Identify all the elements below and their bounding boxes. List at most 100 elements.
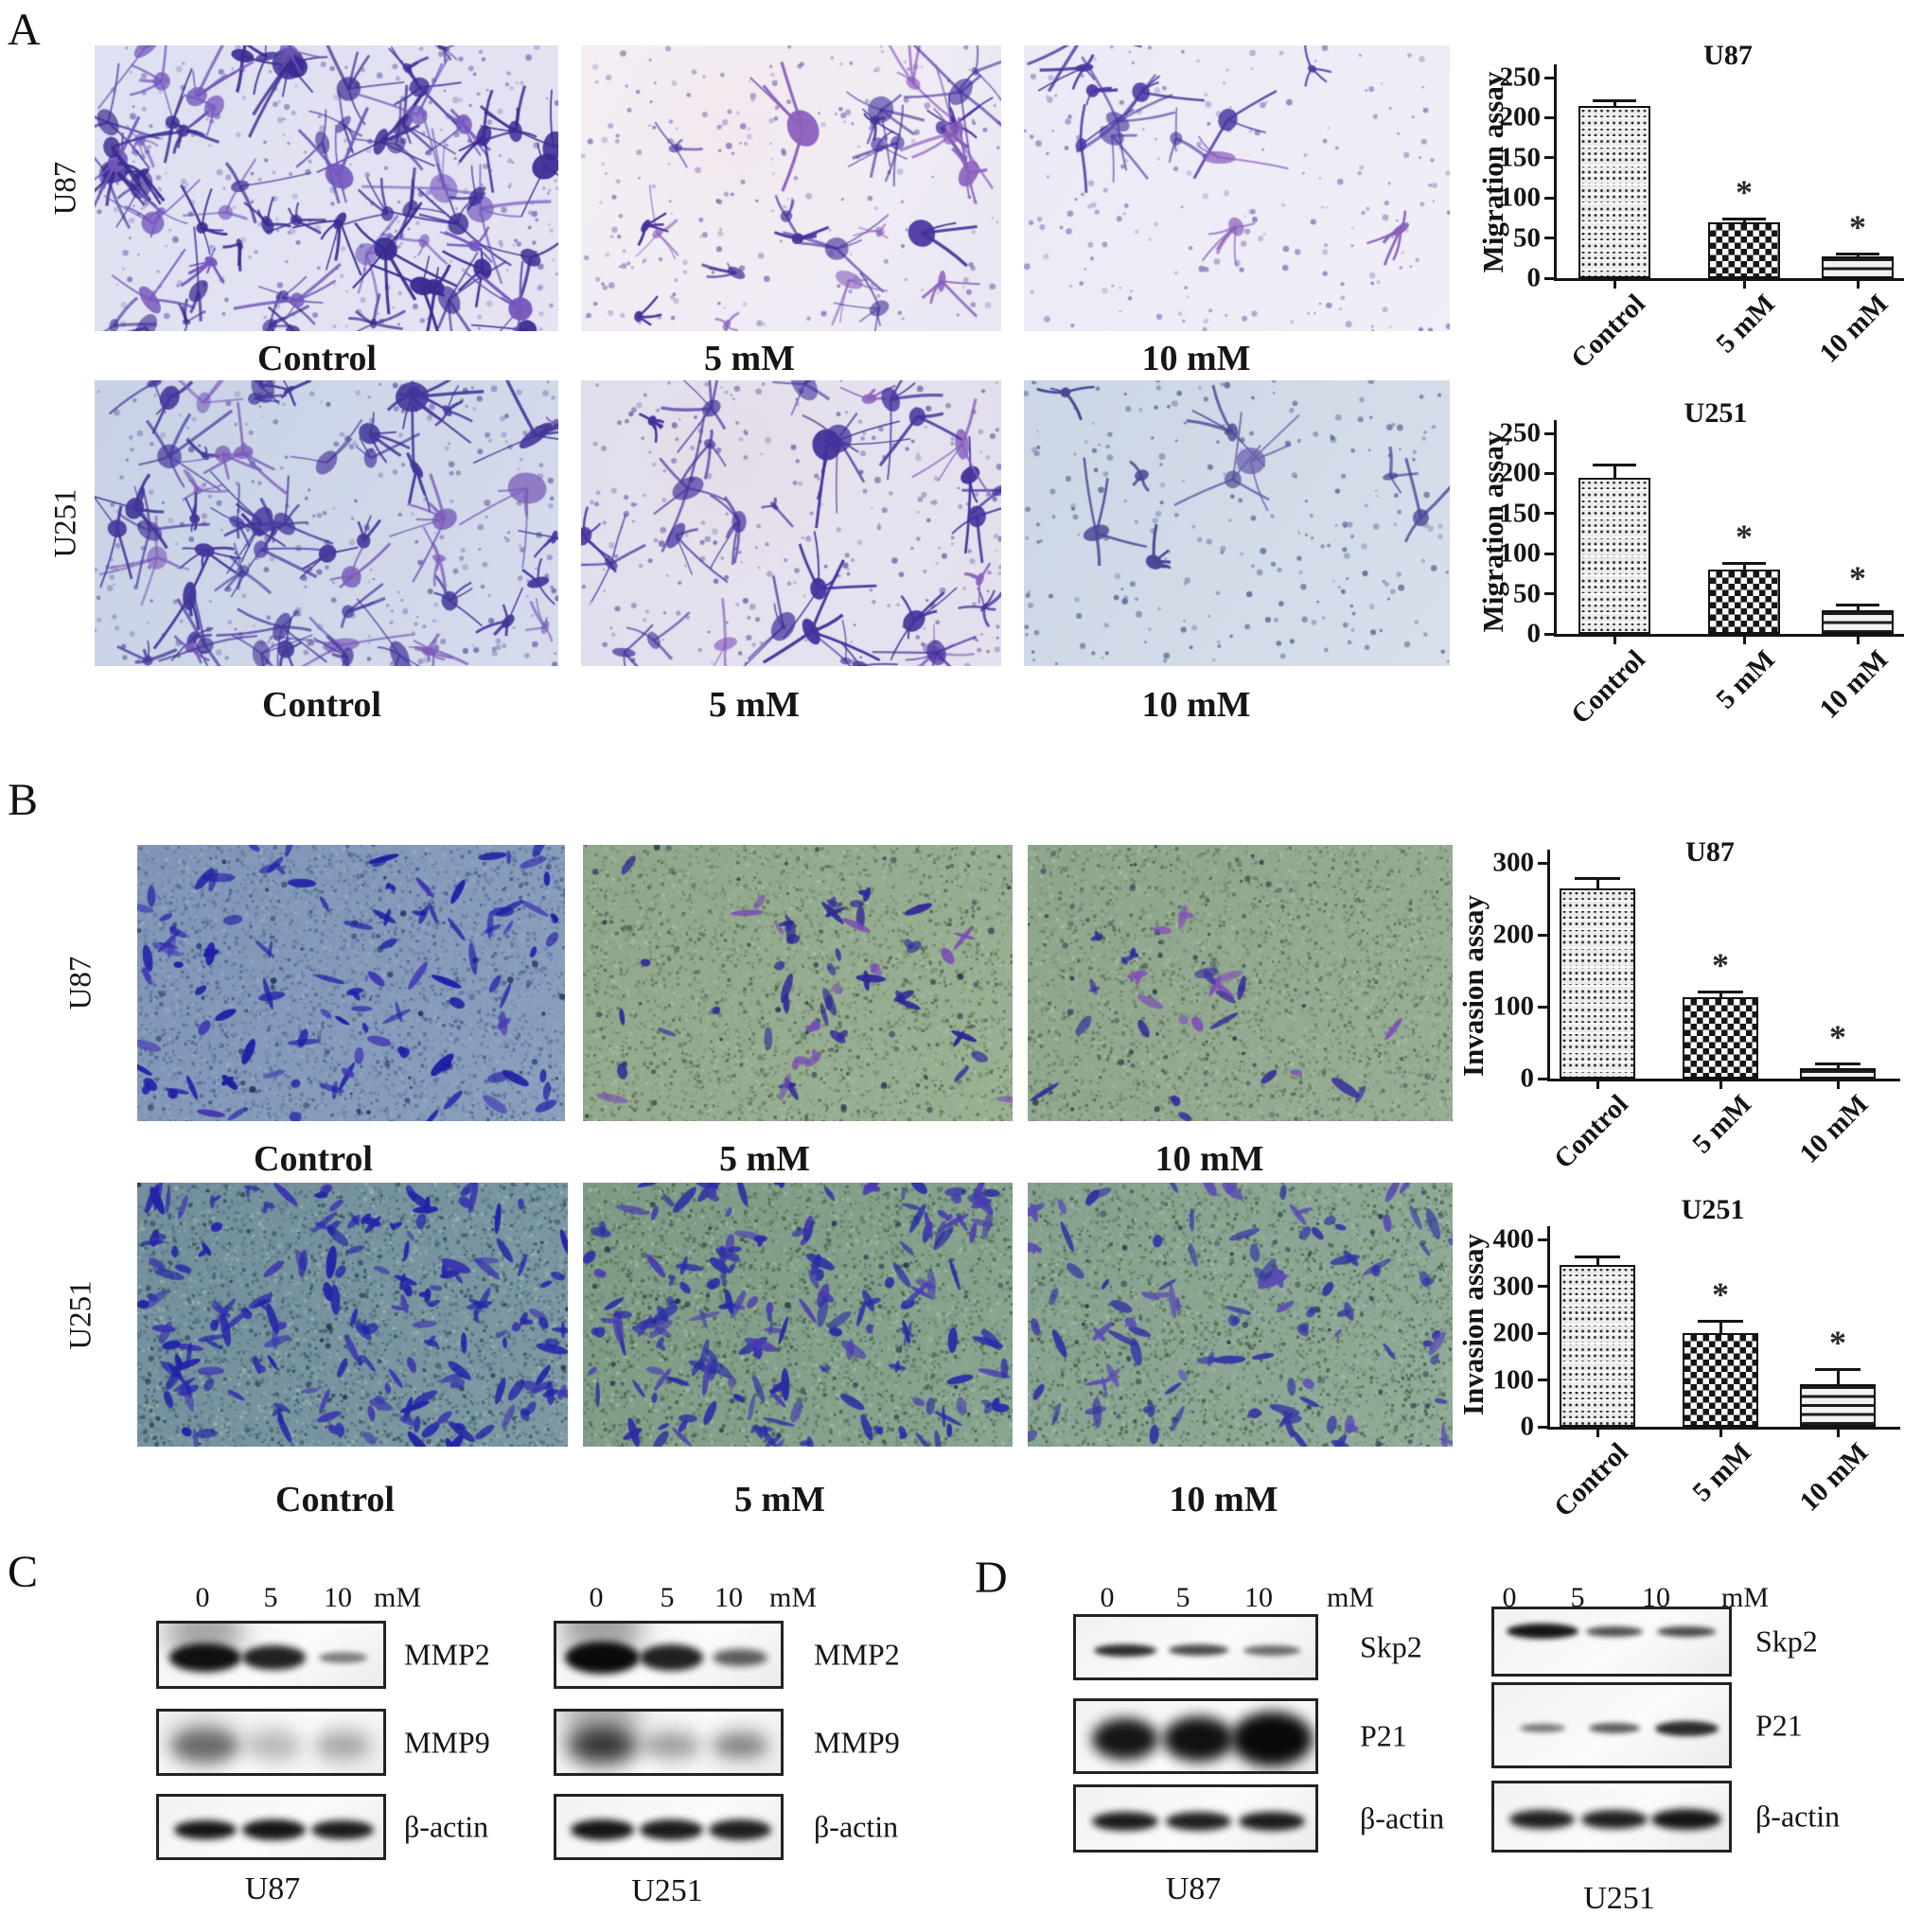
y-tick [1544, 632, 1555, 636]
blot-band-smear [640, 1721, 703, 1764]
blot-box [1491, 1607, 1732, 1677]
blot-band [1581, 1810, 1648, 1829]
x-axis [1547, 1427, 1900, 1430]
protein-label: β-actin [404, 1809, 489, 1844]
blot-band [570, 1819, 635, 1840]
blot-group-label: U87 [1165, 1871, 1222, 1906]
bar [1578, 477, 1650, 634]
lane-label: 0 [1100, 1582, 1115, 1613]
micro-image-b-u251-10mm [1028, 1183, 1453, 1447]
y-tick-label: 300 [1492, 847, 1535, 878]
bar [1800, 1384, 1876, 1427]
y-axis [1547, 850, 1550, 1081]
panel-b-label: B [8, 775, 39, 825]
error-bar-stem [1836, 1062, 1840, 1070]
protein-label: MMP9 [404, 1725, 490, 1759]
x-axis [1547, 1079, 1900, 1081]
blot-band [1091, 1718, 1158, 1760]
bar-chart-u87-migration-title: U87 [1703, 40, 1753, 71]
y-tick-label: 0 [1526, 618, 1542, 649]
blot-band [311, 1820, 375, 1839]
treatment-label: Control [254, 1139, 373, 1179]
blot-band [1231, 1712, 1314, 1766]
error-bar-cap [1722, 218, 1766, 221]
y-axis [1554, 420, 1557, 637]
y-tick-label: 0 [1526, 262, 1542, 293]
y-tick [1544, 276, 1555, 280]
micro-image-b-u87-control [137, 845, 565, 1121]
y-axis [1554, 64, 1557, 281]
treatment-label: 5 mM [708, 685, 801, 725]
panel-d-label: D [975, 1553, 1008, 1603]
error-bar-stem [1613, 464, 1616, 480]
blot-box [1073, 1784, 1318, 1853]
blot-group-label: U87 [244, 1871, 301, 1906]
treatment-label: 10 mM [1141, 339, 1251, 378]
micro-image-a-u251-10mm [1024, 380, 1450, 666]
x-tick [1836, 1081, 1840, 1089]
blot-box [156, 1621, 386, 1689]
error-bar-stem [1596, 877, 1599, 890]
treatment-label: Control [257, 339, 377, 378]
blot-band-smear [710, 1723, 771, 1763]
error-bar-cap [1698, 1320, 1743, 1324]
error-bar-cap [1593, 98, 1636, 102]
treatment-label: 10 mM [1155, 1139, 1264, 1179]
y-tick-label: 300 [1492, 1271, 1535, 1301]
blot-band [242, 1819, 306, 1840]
bar [1683, 1333, 1758, 1427]
micro-image-a-u87-10mm [1024, 45, 1450, 331]
x-tick-label: Control [1565, 289, 1651, 375]
lane-label: 5 [263, 1582, 278, 1613]
blot-band [1091, 1812, 1158, 1831]
protein-label: Skp2 [1755, 1624, 1818, 1659]
blot-band [565, 1642, 640, 1674]
error-bar-cap [1722, 561, 1766, 565]
error-bar-cap [1836, 603, 1879, 606]
panel-a-label: A [8, 5, 41, 55]
lane-label: 5 [1570, 1582, 1585, 1613]
lane-label: 5 [660, 1582, 675, 1613]
error-bar-cap [1815, 1368, 1860, 1372]
error-bar-stem [1596, 1256, 1599, 1268]
y-tick [1544, 552, 1555, 555]
blot-band [246, 1730, 302, 1760]
micro-image-a-u251-control [95, 380, 558, 666]
lane-label: mM [373, 1582, 422, 1613]
x-tick [1719, 1081, 1722, 1089]
blot-band [1509, 1810, 1576, 1829]
lane-label: 10 [714, 1582, 743, 1613]
significance-star: * [1736, 517, 1753, 555]
blot-band [168, 1643, 241, 1672]
lane-label: 0 [1502, 1582, 1517, 1613]
blot-band [242, 1645, 306, 1670]
y-tick [1544, 512, 1555, 516]
significance-star: * [1712, 945, 1729, 984]
x-axis [1554, 278, 1904, 281]
blot-band [713, 1649, 768, 1666]
blot-band [1585, 1625, 1644, 1637]
bar [1708, 221, 1780, 278]
blot-box [1073, 1698, 1318, 1774]
x-tick-label: 5 mM [1686, 1437, 1757, 1508]
protein-label: β-actin [1360, 1800, 1445, 1835]
blot-band [1166, 1812, 1231, 1831]
blot-band [1093, 1643, 1156, 1657]
y-tick [1538, 1077, 1548, 1080]
y-tick-label: 100 [1492, 991, 1535, 1022]
micro-image-b-u87-5mm [583, 845, 1013, 1121]
y-tick [1538, 1331, 1548, 1335]
y-tick [1544, 196, 1555, 200]
y-tick-label: 200 [1492, 919, 1535, 950]
error-bar-stem [1856, 603, 1860, 612]
blot-band [1589, 1723, 1640, 1733]
significance-star: * [1829, 1017, 1846, 1056]
protein-label: MMP2 [814, 1637, 900, 1672]
x-tick-label: 10 mM [1813, 644, 1895, 725]
y-tick [1544, 115, 1555, 119]
protein-label: β-actin [814, 1809, 899, 1844]
error-bar-stem [1836, 1368, 1840, 1387]
protein-label: β-actin [1755, 1799, 1841, 1834]
blot-group-label: U251 [631, 1873, 703, 1908]
lane-label: mM [768, 1582, 818, 1613]
